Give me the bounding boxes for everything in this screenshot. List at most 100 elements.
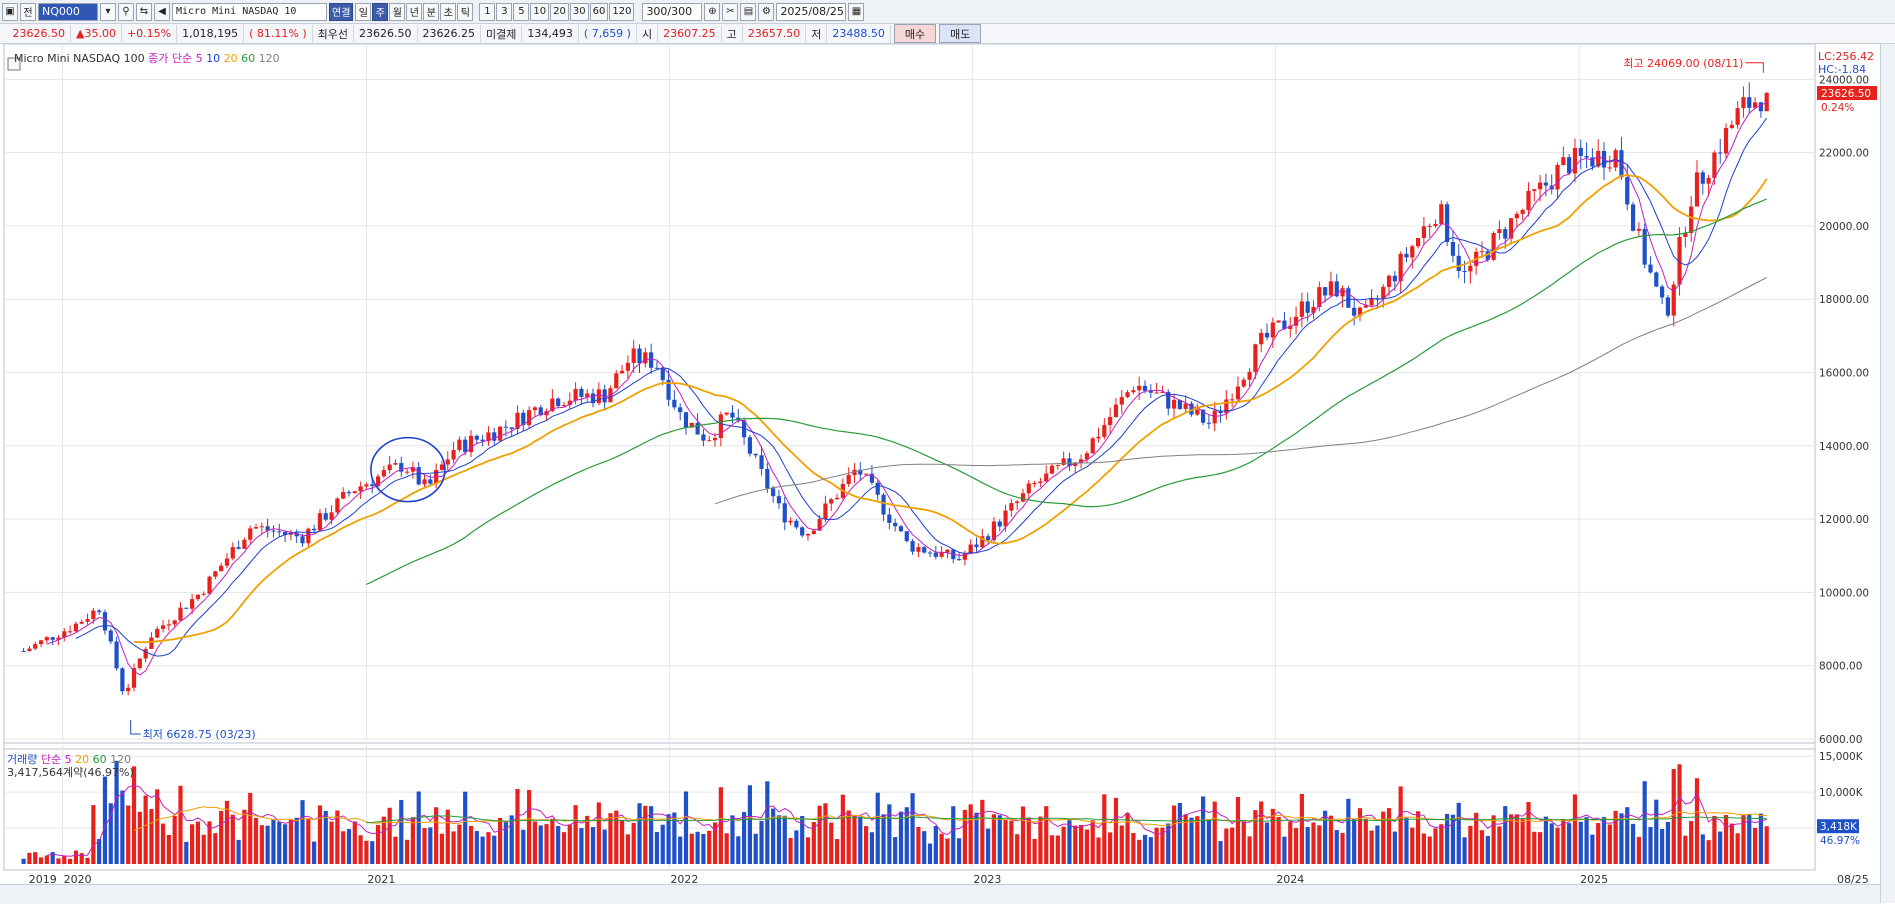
calendar-icon[interactable]: ▦ xyxy=(848,2,865,21)
sound-icon[interactable]: ◀ xyxy=(154,2,170,21)
zoom-icon[interactable]: ⊕ xyxy=(704,2,721,21)
candle-body xyxy=(1183,403,1188,409)
candle-body xyxy=(1567,157,1572,174)
volume-bar xyxy=(800,816,805,864)
volume-bar xyxy=(1212,801,1217,864)
volume-bar xyxy=(1154,827,1159,864)
volume-bar xyxy=(817,805,822,864)
vol-last-tag xyxy=(1817,819,1859,834)
candle-body xyxy=(1543,182,1549,186)
minute-tab-20[interactable]: 20 xyxy=(550,2,569,21)
volume-bar xyxy=(213,833,218,864)
candle-body xyxy=(329,512,334,520)
compare-icon[interactable]: ⇆ xyxy=(136,2,152,21)
minute-tab-10[interactable]: 10 xyxy=(530,2,550,21)
change-pct: +0.15% xyxy=(122,24,178,43)
code-input[interactable]: NQ000 xyxy=(38,2,98,21)
scissors-icon[interactable]: ✂ xyxy=(722,2,739,21)
volume-bar xyxy=(1601,817,1607,864)
candle-body xyxy=(1148,390,1153,393)
candle-body xyxy=(567,400,572,406)
scroll-bar[interactable] xyxy=(0,884,1880,904)
volume-bar xyxy=(904,807,909,864)
volume-bar xyxy=(149,809,154,864)
minute-tab-60[interactable]: 60 xyxy=(589,2,609,21)
vol-ma60-line xyxy=(366,815,1767,824)
volume-bar xyxy=(1346,798,1351,864)
volume-bar xyxy=(1706,840,1711,864)
candle-body xyxy=(323,513,328,520)
candle-body xyxy=(160,625,166,629)
volume-bar xyxy=(736,836,741,864)
candle-body xyxy=(178,607,183,621)
link-button[interactable]: 연결 xyxy=(329,2,354,21)
grid-icon xyxy=(7,57,21,71)
candle-body xyxy=(1654,272,1659,287)
volume-bar xyxy=(1067,819,1072,864)
candle-body xyxy=(1305,301,1310,313)
high-value: 23657.50 xyxy=(743,24,807,43)
candle-body xyxy=(1317,287,1322,307)
volume-bar xyxy=(1747,814,1752,864)
candle-body xyxy=(712,438,718,441)
volume-bar xyxy=(1683,835,1688,864)
layout-icon[interactable]: ▣ xyxy=(2,2,18,21)
volume-bar xyxy=(1026,817,1031,864)
minute-tab-3[interactable]: 3 xyxy=(496,2,513,21)
volume-bar xyxy=(381,816,386,864)
candle-body xyxy=(387,464,392,471)
period-tab-6[interactable]: 틱 xyxy=(457,2,474,21)
candle-body xyxy=(1410,246,1415,258)
dropdown-icon[interactable]: ▾ xyxy=(100,2,116,21)
date-field[interactable]: 2025/08/25 xyxy=(776,2,847,21)
sell-button[interactable]: 매도 xyxy=(939,24,982,43)
minute-tab-5[interactable]: 5 xyxy=(513,2,530,21)
volume-bar xyxy=(962,809,967,864)
volume-bar xyxy=(1055,835,1060,864)
right-toolstrip[interactable] xyxy=(1880,44,1895,903)
candle-body xyxy=(1427,225,1432,227)
volume-bar xyxy=(317,805,323,864)
search-icon[interactable]: ⚲ xyxy=(118,2,134,21)
period-tab-3[interactable]: 년 xyxy=(406,2,423,21)
ma60-line xyxy=(366,198,1767,585)
candle-body xyxy=(341,492,346,499)
candle-body xyxy=(858,469,863,475)
candle-body xyxy=(172,620,177,625)
candle-body xyxy=(236,547,241,549)
volume-bar xyxy=(1166,823,1171,864)
period-tab-4[interactable]: 분 xyxy=(423,2,440,21)
minute-tab-1[interactable]: 1 xyxy=(479,2,496,21)
candle-body xyxy=(1468,265,1473,272)
candle-body xyxy=(614,373,619,389)
volume-bar xyxy=(1404,817,1409,864)
candle-body xyxy=(1375,298,1380,300)
minute-tab-30[interactable]: 30 xyxy=(569,2,589,21)
volume-bar xyxy=(352,821,357,864)
volume-bar xyxy=(1421,833,1426,864)
period-tab-0[interactable]: 일 xyxy=(355,2,372,21)
volume-bar xyxy=(1195,816,1200,864)
candle-body xyxy=(352,491,357,494)
period-tab-5[interactable]: 초 xyxy=(440,2,457,21)
candle-body xyxy=(1741,97,1746,109)
minute-tab-120[interactable]: 120 xyxy=(609,2,635,21)
price-chart[interactable]: 6000.00 8000.00 10000.00 12000.00 14000.00 16… xyxy=(0,44,1880,884)
prefix-label[interactable]: 전 xyxy=(20,2,36,21)
count-field[interactable]: 300/300 xyxy=(642,2,703,21)
gear-icon[interactable]: ⚙ xyxy=(758,2,775,21)
main-legend: Micro Mini NASDAQ 100 종가 단순 5 10 20 60 1… xyxy=(14,50,280,66)
period-tab-2[interactable]: 월 xyxy=(389,2,406,21)
buy-button[interactable]: 매수 xyxy=(893,24,937,43)
candle-body xyxy=(1758,102,1763,112)
oi-value: 134,493 xyxy=(522,24,579,43)
volume-bar xyxy=(468,825,474,864)
period-tab-1[interactable]: 주 xyxy=(372,2,389,21)
save-icon[interactable]: ▤ xyxy=(740,2,757,21)
volume-bar xyxy=(1160,827,1165,864)
volume-bar xyxy=(585,815,590,864)
candle-body xyxy=(805,533,811,536)
candle-body xyxy=(486,432,491,442)
volume-bar xyxy=(68,858,73,864)
